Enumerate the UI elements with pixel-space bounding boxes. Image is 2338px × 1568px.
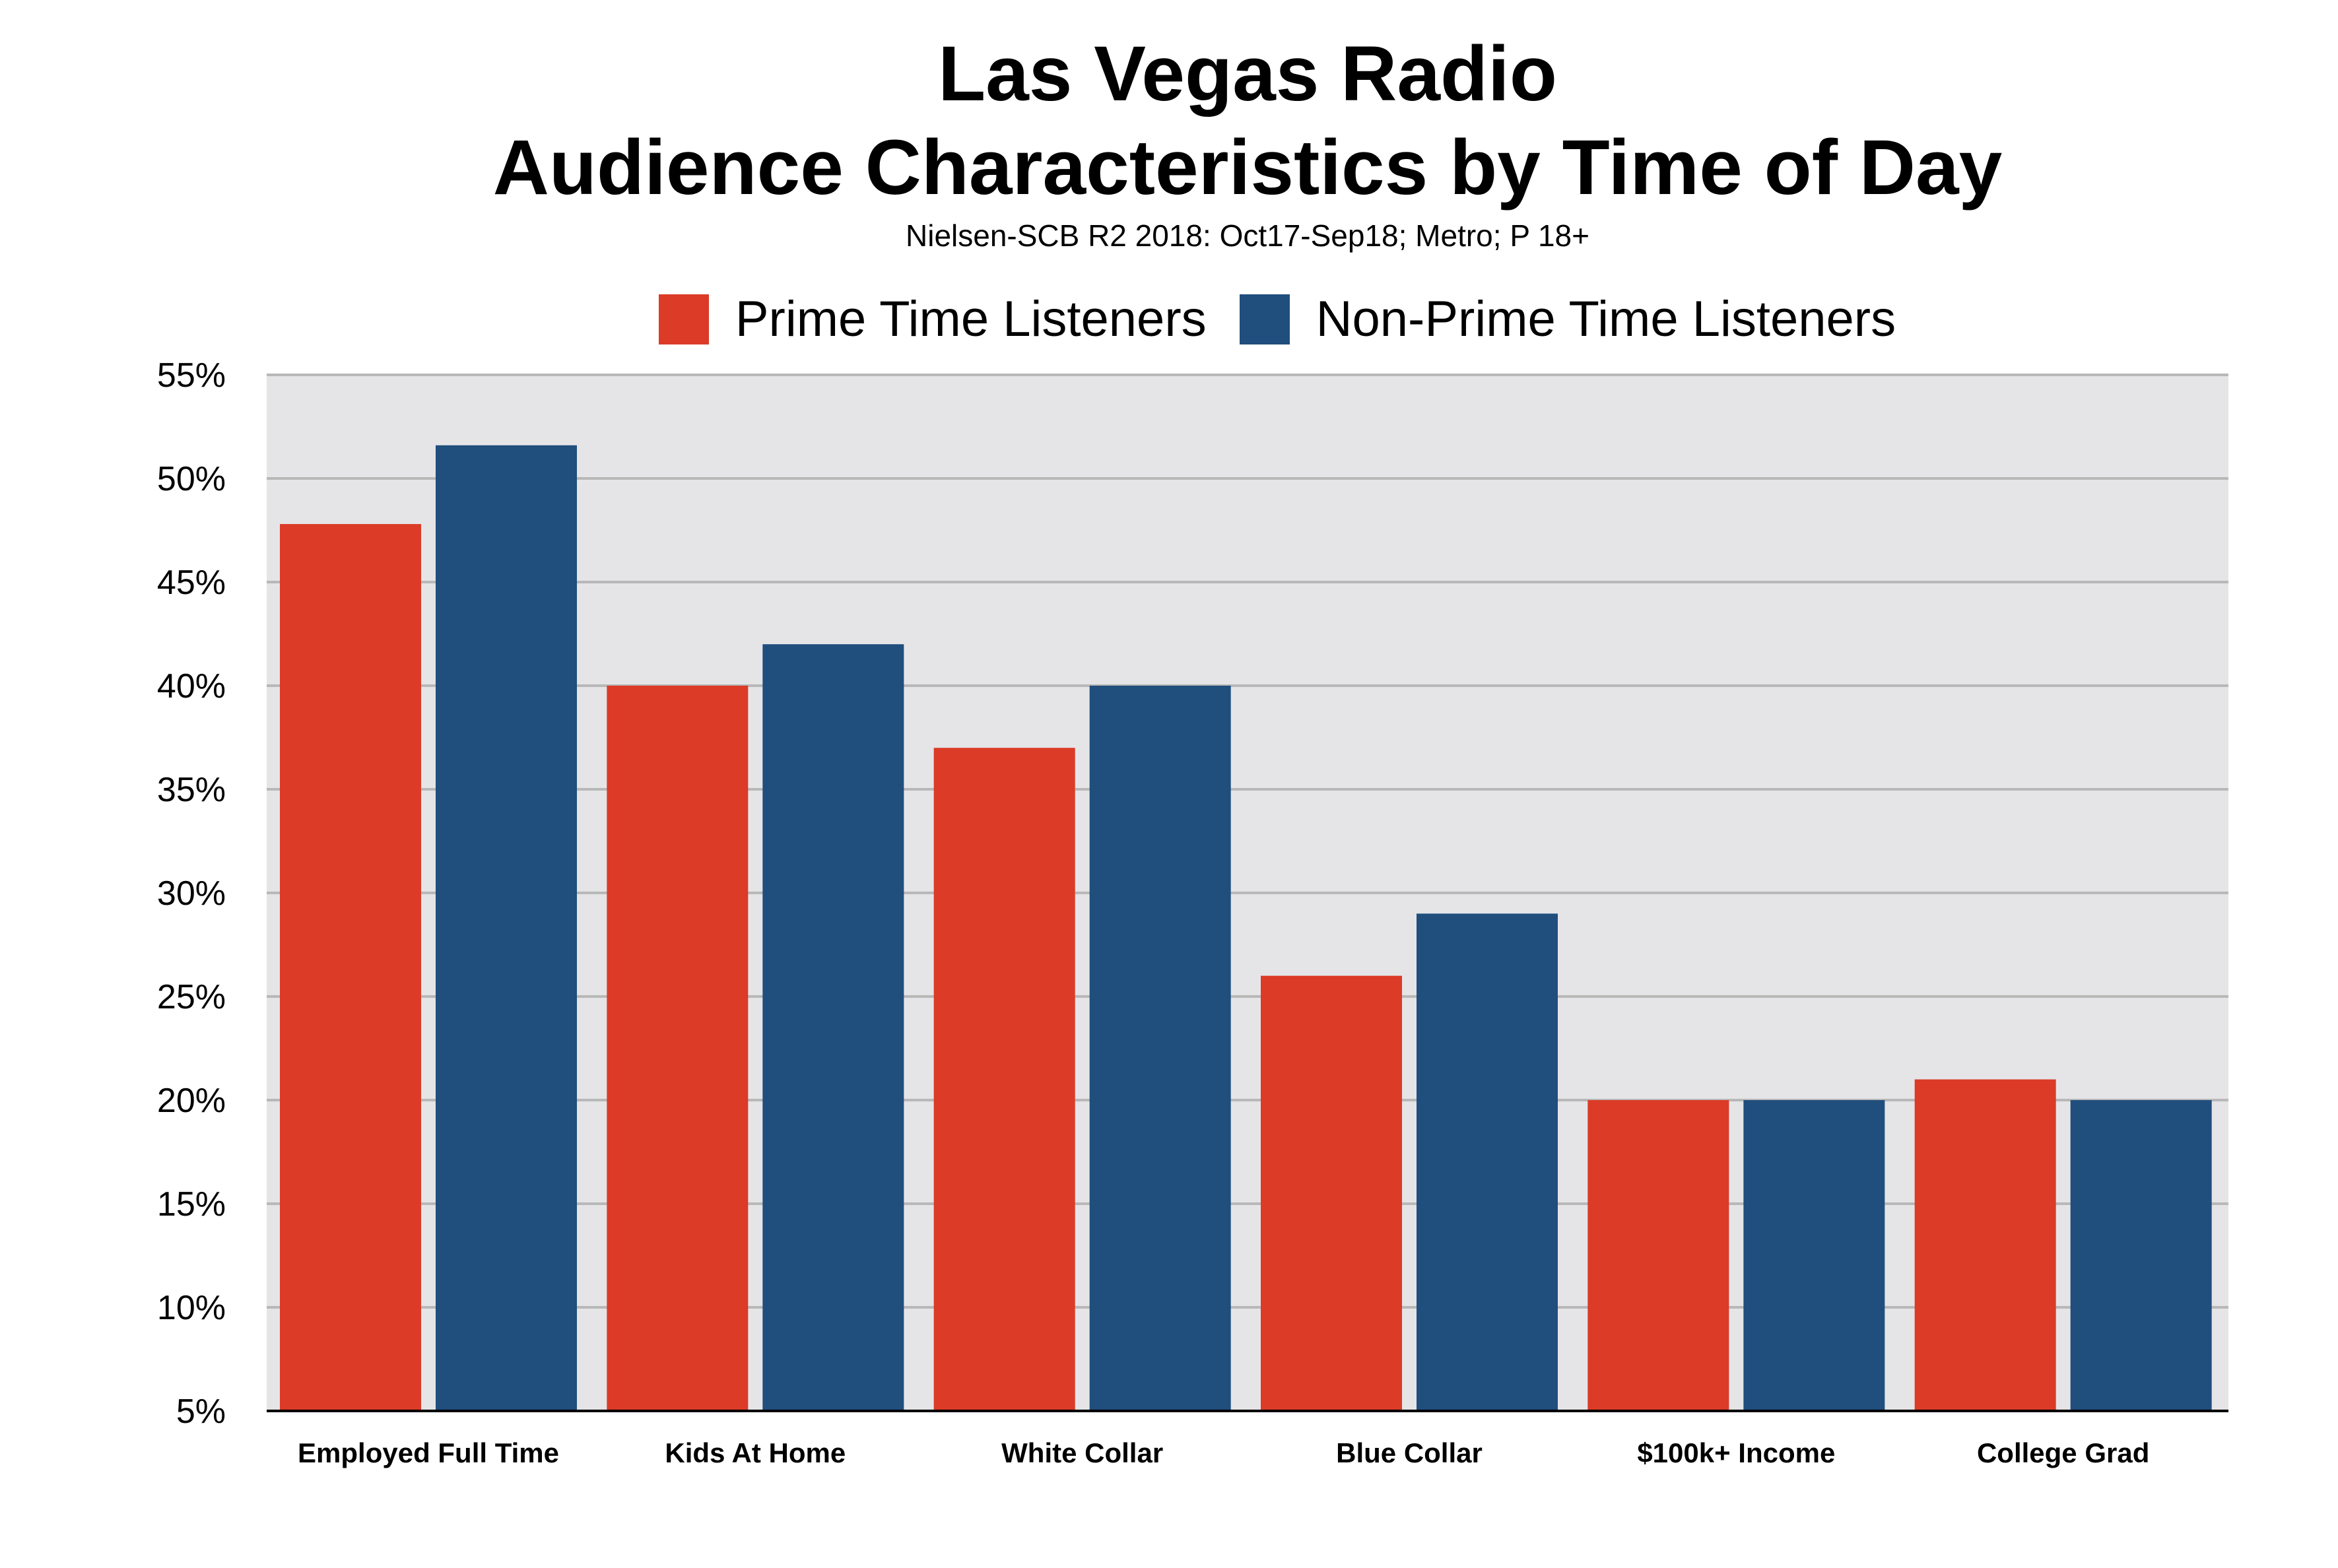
bar-non-prime bbox=[1743, 1100, 1885, 1411]
y-tick-label: 55% bbox=[157, 356, 226, 395]
x-tick-label: White Collar bbox=[1001, 1437, 1163, 1468]
bar-prime bbox=[1587, 1100, 1729, 1411]
y-tick-label: 40% bbox=[157, 667, 226, 705]
y-tick-label: 5% bbox=[176, 1392, 226, 1431]
x-tick-label: Kids At Home bbox=[665, 1437, 846, 1468]
bar-prime bbox=[1261, 975, 1402, 1411]
legend-label-non-prime: Non-Prime Time Listeners bbox=[1316, 291, 1896, 347]
bar-non-prime bbox=[762, 644, 904, 1412]
legend-swatch-prime bbox=[658, 294, 709, 344]
bar-prime bbox=[1914, 1079, 2056, 1411]
bar-non-prime bbox=[2070, 1100, 2212, 1411]
y-tick-label: 35% bbox=[157, 771, 226, 809]
y-tick-label: 25% bbox=[157, 978, 226, 1016]
y-tick-label: 30% bbox=[157, 874, 226, 913]
x-tick-label: Blue Collar bbox=[1336, 1437, 1483, 1468]
chart-subtitle: Nielsen-SCB R2 2018: Oct17-Sep18; Metro;… bbox=[906, 218, 1589, 253]
bar-prime bbox=[607, 686, 749, 1411]
bar-non-prime bbox=[436, 445, 577, 1411]
bar-prime bbox=[933, 748, 1075, 1411]
legend-item-prime: Prime Time Listeners bbox=[658, 290, 1207, 348]
y-tick-label: 15% bbox=[157, 1185, 226, 1224]
y-tick-label: 10% bbox=[157, 1289, 226, 1327]
bar-prime bbox=[280, 524, 421, 1411]
legend-label-prime: Prime Time Listeners bbox=[735, 291, 1207, 347]
x-tick-label: $100k+ Income bbox=[1637, 1437, 1835, 1468]
y-tick-label: 20% bbox=[157, 1082, 226, 1120]
y-tick-label: 50% bbox=[157, 460, 226, 498]
legend-item-non-prime: Non-Prime Time Listeners bbox=[1239, 290, 1896, 348]
legend-swatch-non-prime bbox=[1239, 294, 1290, 344]
legend: Prime Time Listeners Non-Prime Time List… bbox=[0, 290, 2338, 348]
bar-non-prime bbox=[1089, 686, 1231, 1411]
x-tick-label: Employed Full Time bbox=[298, 1437, 559, 1468]
y-tick-label: 45% bbox=[157, 564, 226, 602]
chart-title: Las Vegas Radio bbox=[938, 30, 1557, 117]
bar-non-prime bbox=[1417, 913, 1558, 1411]
chart-title-line2: Audience Characteristics by Time of Day bbox=[492, 124, 2003, 211]
x-tick-label: College Grad bbox=[1977, 1437, 2149, 1468]
